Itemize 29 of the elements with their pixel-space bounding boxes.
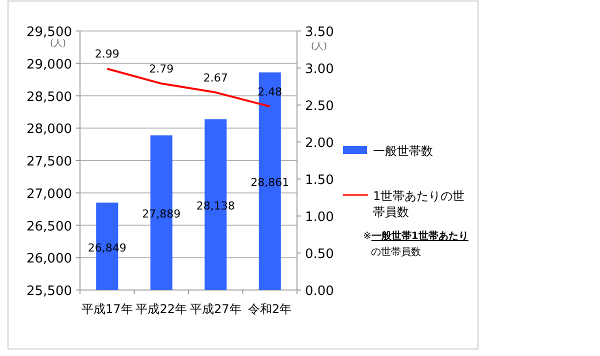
y2-tick-label: 3.00 <box>305 62 334 77</box>
y2-tick-label: 1.50 <box>305 173 334 188</box>
y-tick-label: 26,000 <box>26 252 72 267</box>
legend-label: 一般世帯数 <box>373 144 433 158</box>
y-tick-label: 28,500 <box>26 90 72 105</box>
text: ※一般世帯1世帯あたりの世帯員数 <box>363 230 468 258</box>
y2-tick-label: 0.50 <box>305 247 334 262</box>
y-tick-label: 25,500 <box>26 284 72 299</box>
data-label: 2.79 <box>149 62 174 76</box>
y2-tick-label: 0.00 <box>305 284 334 299</box>
y-tick-label: 29,500 <box>26 25 72 40</box>
x-tick-label: 平成17年 <box>81 302 133 316</box>
data-label: 2.67 <box>203 71 228 84</box>
x-tick-label: 令和2年 <box>248 302 292 316</box>
y-tick-label: 28,000 <box>26 122 72 138</box>
y-axis-title: (人) <box>50 38 66 49</box>
y-tick-label: 26,500 <box>26 219 72 234</box>
y-tick-label: 27,000 <box>26 186 72 202</box>
y2-tick-label: 1.00 <box>305 210 334 225</box>
y2-tick-label: 3.50 <box>305 25 334 40</box>
data-label: 2.99 <box>94 48 120 61</box>
y2-tick-label: 2.00 <box>305 136 334 151</box>
x-tick-label: 平成27年 <box>190 302 242 316</box>
y-tick-label: 29,000 <box>26 57 72 72</box>
legend-label: 1世帯あたりの世帯員数 <box>373 189 465 219</box>
x-tick-label: 平成22年 <box>136 302 188 316</box>
y2-tick-label: 2.50 <box>305 99 334 114</box>
y-tick-label: 27,500 <box>26 154 72 170</box>
y2-axis-title: (人) <box>310 41 328 52</box>
